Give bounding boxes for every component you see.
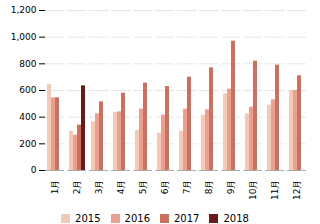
svg-text:200: 200 xyxy=(19,139,36,149)
svg-text:2月: 2月 xyxy=(72,180,82,195)
svg-text:11月: 11月 xyxy=(270,180,280,200)
html-text:2017: 2017 xyxy=(174,213,200,224)
html-text:2015: 2015 xyxy=(75,213,101,224)
svg-text:1月: 1月 xyxy=(50,180,60,195)
svg-text:4月: 4月 xyxy=(116,180,126,195)
svg-text:0: 0 xyxy=(31,165,37,175)
svg-text:5月: 5月 xyxy=(138,180,148,195)
svg-text:7月: 7月 xyxy=(182,180,192,195)
svg-text:1,200: 1,200 xyxy=(11,5,37,15)
svg-text:3月: 3月 xyxy=(94,180,104,195)
svg-text:400: 400 xyxy=(19,112,36,122)
svg-text:12月: 12月 xyxy=(292,180,302,200)
svg-text:6月: 6月 xyxy=(160,180,170,195)
svg-text:8月: 8月 xyxy=(204,180,214,195)
svg-text:9月: 9月 xyxy=(226,180,236,195)
html-text:2018: 2018 xyxy=(223,213,249,224)
svg-text:1,000: 1,000 xyxy=(11,32,37,42)
svg-text:800: 800 xyxy=(19,59,36,69)
svg-text:10月: 10月 xyxy=(248,180,258,200)
svg-text:600: 600 xyxy=(19,85,36,95)
html-text:2016: 2016 xyxy=(124,213,150,224)
